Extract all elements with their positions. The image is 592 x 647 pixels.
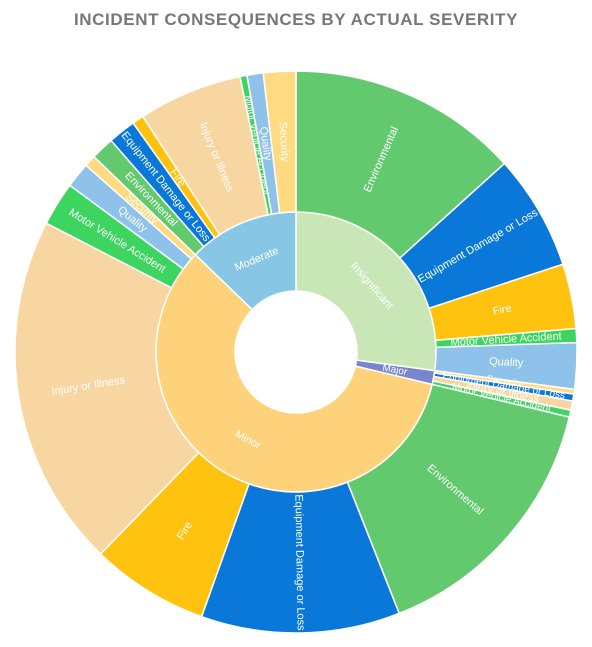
consequence-label-insignificant-quality: Quality bbox=[489, 356, 524, 370]
consequence-slice-minor-environmental bbox=[346, 383, 571, 615]
chart-title: INCIDENT CONSEQUENCES BY ACTUAL SEVERITY bbox=[73, 10, 519, 29]
consequence-label-moderate-quality: Quality bbox=[257, 126, 274, 162]
consequence-slice-moderate-security bbox=[262, 70, 297, 214]
consequence-label-insignificant-fire: Fire bbox=[492, 302, 513, 318]
consequence-label-moderate-security: Security bbox=[277, 122, 291, 163]
consequence-slice-minor-injury-or-illness bbox=[14, 222, 200, 556]
consequence-slice-insignificant-environmental bbox=[295, 70, 506, 260]
consequence-label-minor-equipment-damage-or-loss: Equipment Damage or Loss bbox=[292, 494, 306, 631]
